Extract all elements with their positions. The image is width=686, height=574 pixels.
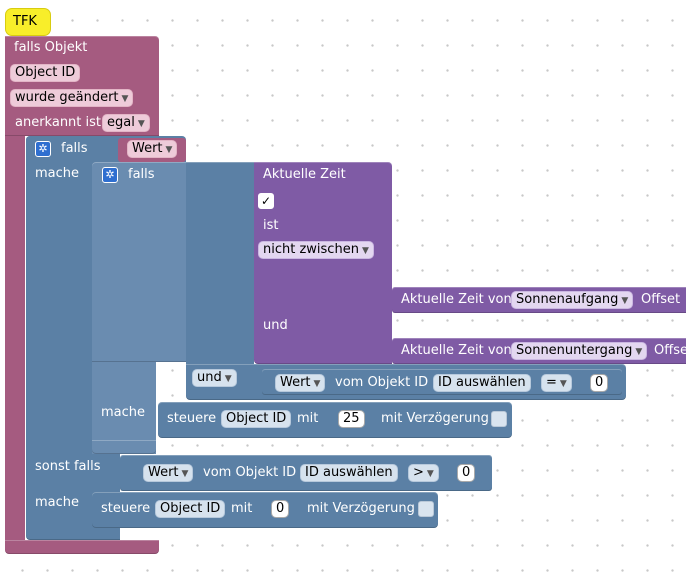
checkbox-checked-icon[interactable]: ✓ (258, 193, 274, 209)
inner-falls-label: falls (128, 167, 155, 182)
ist-label: ist (263, 218, 279, 233)
wert-dropdown[interactable]: Wert ▼ (127, 140, 178, 158)
steuere-label-1: steuere (167, 411, 217, 426)
dropdown-arrow-icon: ▼ (621, 296, 629, 306)
trigger-block-spine (5, 136, 25, 548)
inner-mache-label: mache (101, 405, 146, 420)
action-object-id-1-text: Object ID (226, 411, 287, 426)
action-object-id-2[interactable]: Object ID (155, 500, 226, 518)
outer-falls-label: falls (61, 141, 88, 156)
vom-objekt-label-1: vom Objekt ID (335, 375, 429, 390)
sunrise-prefix: Aktuelle Zeit von (401, 292, 512, 307)
sunset-dropdown[interactable]: Sonnenuntergang ▼ (511, 342, 648, 360)
acknowledged-label: anerkannt ist (15, 115, 102, 130)
und-text: und (197, 370, 222, 385)
inner-if-body (92, 362, 156, 454)
gear-icon[interactable]: ✲ (35, 141, 51, 157)
delay-label-1: mit Verzögerung (381, 411, 489, 426)
sunset-suffix: Offse (654, 343, 686, 358)
val2-text: 0 (462, 465, 471, 480)
dropdown-arrow-icon: ▼ (181, 469, 189, 479)
mit-label-1: mit (297, 411, 319, 426)
outer-mache2-label: mache (35, 495, 80, 510)
dropdown-arrow-icon: ▼ (137, 119, 145, 129)
wert2-text: Wert (148, 465, 179, 480)
object-id-field[interactable]: Object ID (10, 64, 81, 82)
dropdown-arrow-icon: ▼ (121, 94, 129, 104)
operator-dropdown-1[interactable]: = ▼ (541, 374, 572, 392)
compare-dropdown[interactable]: nicht zwischen ▼ (258, 241, 374, 259)
val1-text: 0 (595, 375, 604, 390)
dropdown-arrow-icon: ▼ (426, 469, 434, 479)
dropdown-arrow-icon: ▼ (313, 379, 321, 389)
dropdown-arrow-icon: ▼ (559, 379, 567, 389)
object-id-text: Object ID (15, 65, 76, 80)
sunset-text: Sonnenuntergang (516, 343, 633, 358)
id-select-2-text: ID auswählen (305, 465, 393, 480)
value-input-2[interactable]: 0 (457, 464, 476, 482)
compare-text: nicht zwischen (263, 242, 359, 257)
action-value-1-text: 25 (343, 411, 360, 426)
mit-label-2: mit (231, 501, 253, 516)
vom-objekt-label-2: vom Objekt ID (203, 465, 297, 480)
outer-mache-label: mache (35, 166, 80, 181)
sunrise-dropdown[interactable]: Sonnenaufgang ▼ (511, 291, 634, 309)
op2-text: > (413, 465, 424, 480)
sunset-prefix: Aktuelle Zeit von (401, 343, 512, 358)
id-select-1-text: ID auswählen (438, 375, 526, 390)
change-mode-text: wurde geändert (15, 90, 119, 105)
wert1-text: Wert (280, 375, 311, 390)
action-object-id-2-text: Object ID (160, 501, 221, 516)
gear-icon[interactable]: ✲ (102, 167, 118, 183)
und-block[interactable] (186, 162, 254, 398)
delay-checkbox-1[interactable] (491, 411, 507, 427)
change-mode-dropdown[interactable]: wurde geändert ▼ (10, 89, 134, 107)
falls-objekt-label: falls Objekt (14, 40, 88, 55)
und-time-label: und (263, 318, 288, 333)
dropdown-arrow-icon: ▼ (165, 145, 173, 155)
sonst-falls-label: sonst falls (35, 459, 101, 474)
delay-label-2: mit Verzögerung (307, 501, 415, 516)
wert-dropdown-1[interactable]: Wert ▼ (275, 374, 326, 392)
dropdown-arrow-icon: ▼ (361, 246, 369, 256)
hat-block[interactable]: TFK (6, 9, 50, 35)
time-block[interactable] (254, 162, 392, 364)
delay-checkbox-2[interactable] (418, 501, 434, 517)
trigger-block-footer (5, 540, 159, 554)
check-text: ✓ (260, 194, 272, 208)
dropdown-arrow-icon: ▼ (635, 347, 643, 357)
action-value-2-text: 0 (276, 501, 285, 516)
dropdown-arrow-icon: ▼ (224, 374, 232, 384)
sunrise-text: Sonnenaufgang (516, 292, 619, 307)
id-select-1[interactable]: ID auswählen (433, 374, 531, 392)
acknowledged-text: egal (107, 115, 135, 130)
wert-text: Wert (132, 141, 163, 156)
action-object-id-1[interactable]: Object ID (221, 410, 292, 428)
acknowledged-dropdown[interactable]: egal ▼ (102, 114, 150, 132)
hat-label: TFK (13, 14, 37, 29)
steuere-label-2: steuere (101, 501, 151, 516)
operator-dropdown-2[interactable]: > ▼ (408, 464, 439, 482)
id-select-2[interactable]: ID auswählen (300, 464, 398, 482)
action-value-input-1[interactable]: 25 (338, 410, 365, 428)
action-value-input-2[interactable]: 0 (271, 500, 290, 518)
wert-dropdown-2[interactable]: Wert ▼ (143, 464, 194, 482)
und-dropdown[interactable]: und ▼ (192, 369, 237, 387)
op1-text: = (546, 375, 557, 390)
time-title: Aktuelle Zeit (263, 167, 346, 182)
inner-if-footer (92, 440, 156, 454)
value-input-1[interactable]: 0 (590, 374, 609, 392)
sunrise-suffix: Offset (641, 292, 681, 307)
